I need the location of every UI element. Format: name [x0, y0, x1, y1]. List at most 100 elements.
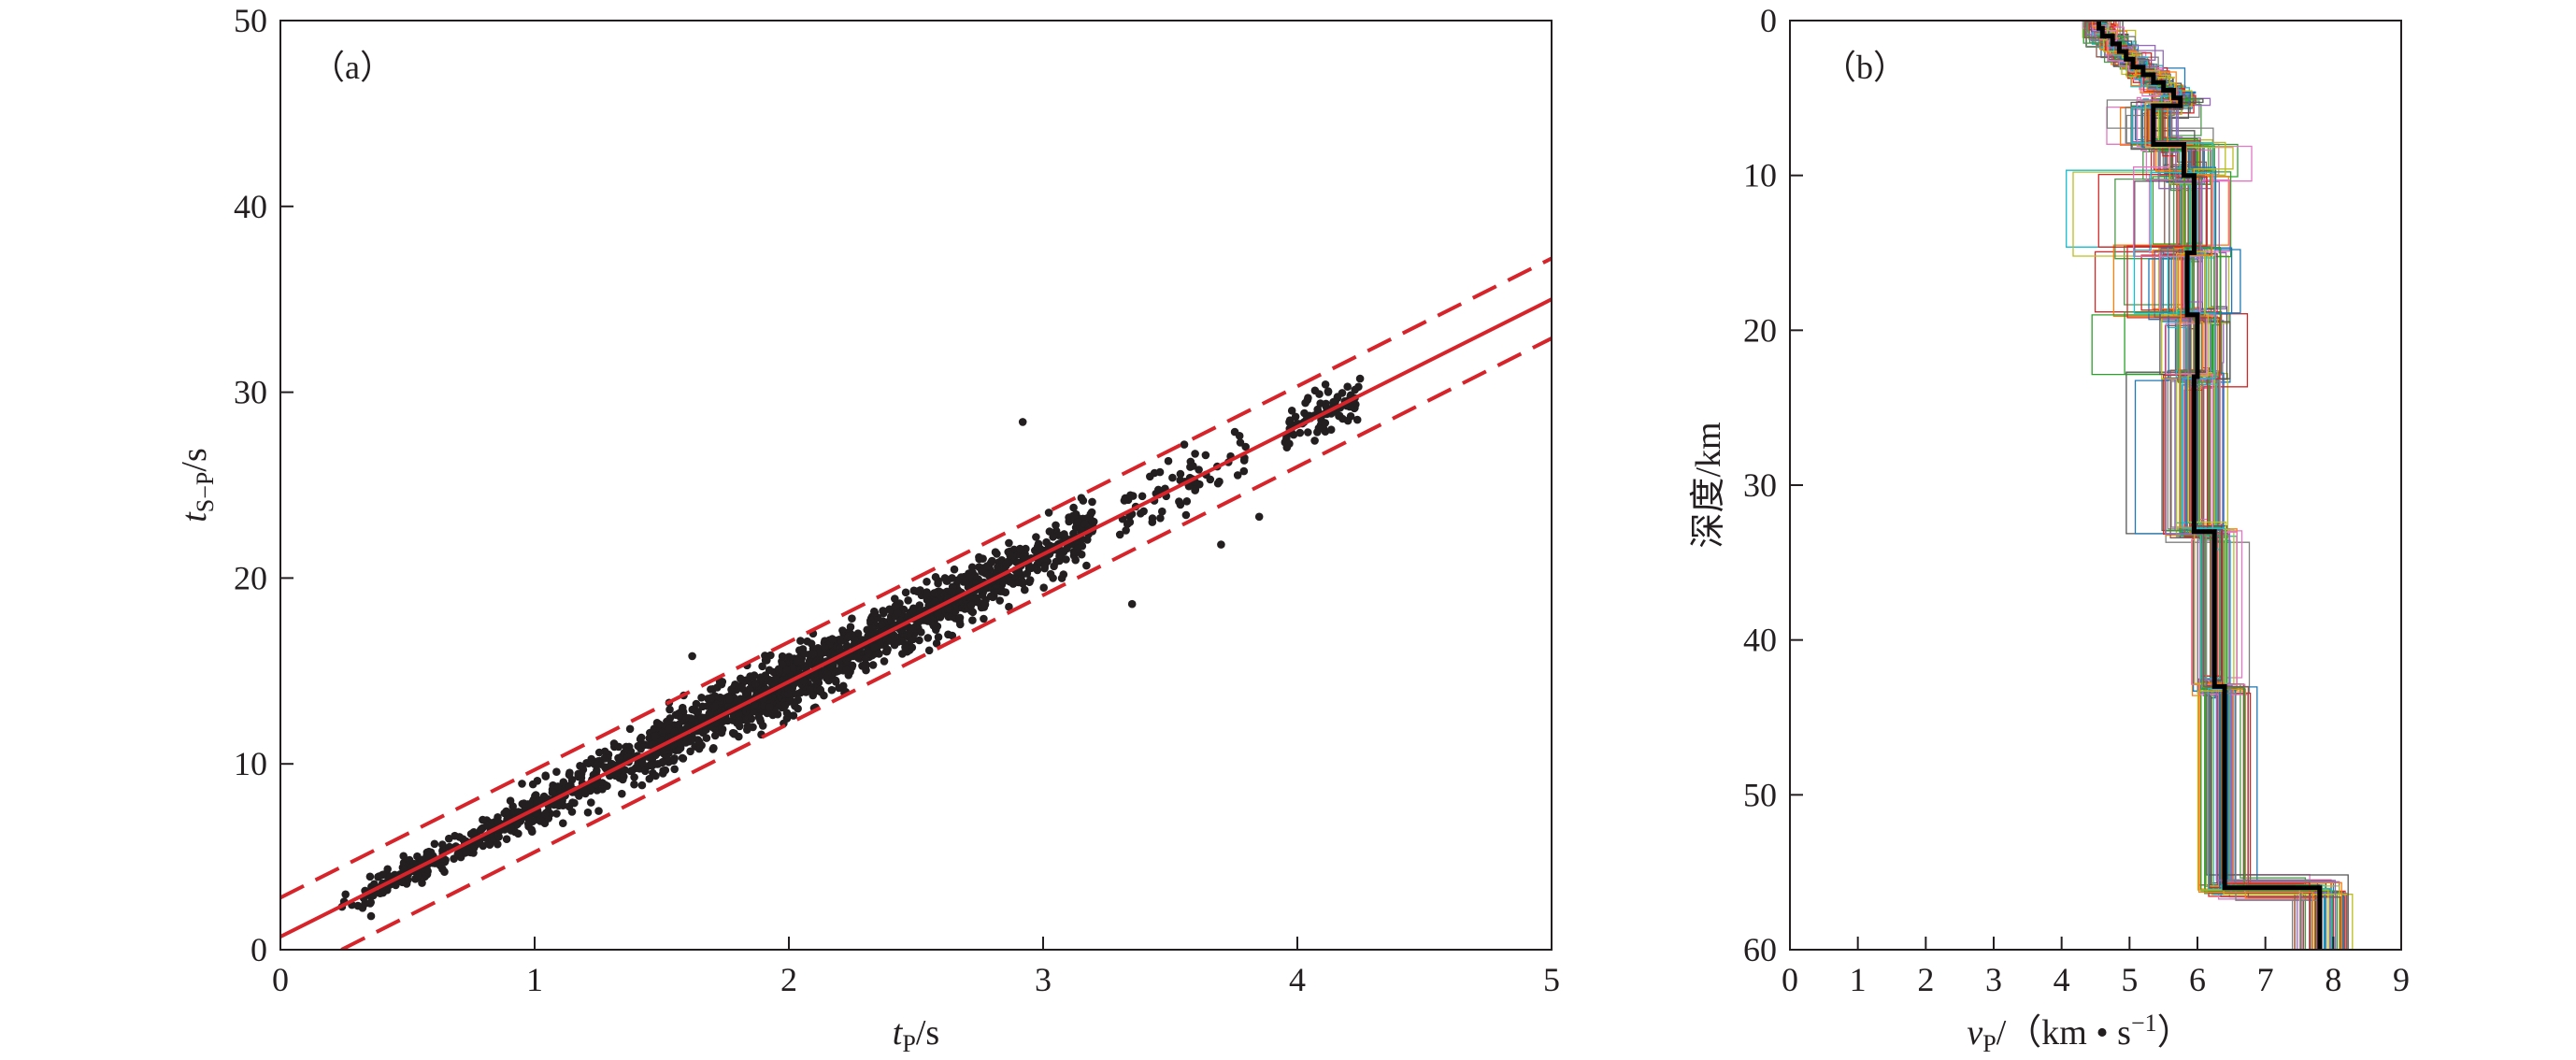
data-point [924, 646, 934, 655]
x-tick-label-a: 4 [1289, 961, 1306, 998]
data-point [1343, 416, 1352, 425]
data-point [706, 710, 714, 720]
data-point [751, 680, 760, 689]
y-tick-label-a: 50 [234, 2, 267, 39]
x-axis-title-b: vP/（km • s−1） [1967, 1010, 2192, 1057]
data-point [966, 601, 976, 609]
data-point [600, 754, 609, 763]
panel-b-velocity-profile: 0 1 2 3 4 5 6 7 8 9 0 10 20 30 40 50 60 （b） vP/（km • s−1… [1689, 2, 2410, 1057]
data-point [898, 650, 907, 658]
data-point [758, 662, 766, 671]
x-tick-label-a: 2 [780, 961, 797, 998]
data-point [533, 797, 541, 807]
data-point [1077, 494, 1086, 502]
data-point [866, 616, 875, 625]
data-point [651, 751, 660, 760]
data-point [587, 798, 595, 807]
data-point [1343, 382, 1352, 392]
data-point [1315, 424, 1324, 434]
data-point [1049, 533, 1057, 541]
ensemble-model-line [2097, 21, 2338, 950]
x-tick-label-b: 4 [2054, 961, 2070, 998]
data-point [771, 674, 780, 683]
data-point [931, 573, 940, 581]
data-point [568, 798, 577, 807]
data-point [630, 773, 638, 781]
data-point [366, 911, 376, 921]
data-point [1122, 526, 1130, 535]
data-point [763, 656, 771, 665]
data-point [1005, 602, 1013, 611]
lower-bound-line [340, 337, 1552, 950]
data-point [386, 872, 394, 881]
data-point [1233, 471, 1242, 480]
data-point [948, 588, 956, 596]
data-point [341, 890, 351, 899]
data-point [476, 825, 485, 835]
data-point [923, 589, 931, 598]
data-point [679, 703, 687, 712]
data-point [1025, 576, 1035, 584]
data-point [754, 712, 763, 722]
x-tick-label-b: 5 [2121, 961, 2138, 998]
data-point [782, 666, 791, 675]
data-point [734, 696, 743, 705]
data-point [868, 624, 878, 633]
data-point [593, 760, 602, 769]
data-point [641, 766, 650, 776]
data-point [1329, 397, 1338, 407]
data-point [692, 699, 701, 709]
upper-bound-line [280, 256, 1552, 900]
data-point [816, 685, 824, 695]
data-point [370, 880, 379, 889]
data-point [694, 708, 702, 716]
data-point [968, 616, 977, 624]
data-point [1254, 512, 1264, 522]
x-tick-label-b: 0 [1782, 961, 1798, 998]
data-point [991, 548, 1000, 556]
data-point [1020, 551, 1029, 561]
data-point [541, 771, 550, 780]
data-point [1315, 390, 1324, 398]
data-point [915, 636, 923, 645]
data-point [658, 728, 667, 737]
data-point [379, 888, 388, 897]
x-tick-label-a: 1 [526, 961, 543, 998]
data-point [842, 657, 852, 666]
data-point [1201, 451, 1210, 460]
data-point [792, 656, 801, 666]
data-point [697, 713, 707, 722]
data-point [620, 772, 628, 781]
data-point [559, 778, 568, 786]
data-point [565, 768, 574, 777]
data-point [1235, 432, 1244, 440]
data-point [392, 881, 400, 890]
data-point [868, 661, 878, 669]
data-point [815, 648, 824, 657]
data-point [842, 666, 851, 674]
data-point [828, 635, 837, 643]
data-point [1005, 538, 1013, 548]
data-point [995, 596, 1004, 605]
data-point [1282, 443, 1292, 452]
data-point [702, 734, 711, 742]
data-point [552, 809, 561, 818]
data-point [365, 872, 375, 881]
data-point [552, 767, 561, 776]
data-point [864, 649, 873, 658]
data-point [1301, 398, 1309, 408]
data-point [982, 562, 992, 570]
data-point [399, 852, 408, 861]
data-point [366, 898, 376, 907]
data-point [607, 760, 615, 769]
x-tick-label-b: 9 [2393, 961, 2410, 998]
data-point [637, 733, 646, 742]
data-point [479, 815, 487, 824]
data-point [494, 832, 503, 841]
x-tick-label-b: 7 [2257, 961, 2274, 998]
data-point [625, 724, 635, 734]
panel-label-b: （b） [1823, 49, 1907, 86]
data-point [580, 786, 588, 795]
data-point [1080, 520, 1090, 528]
